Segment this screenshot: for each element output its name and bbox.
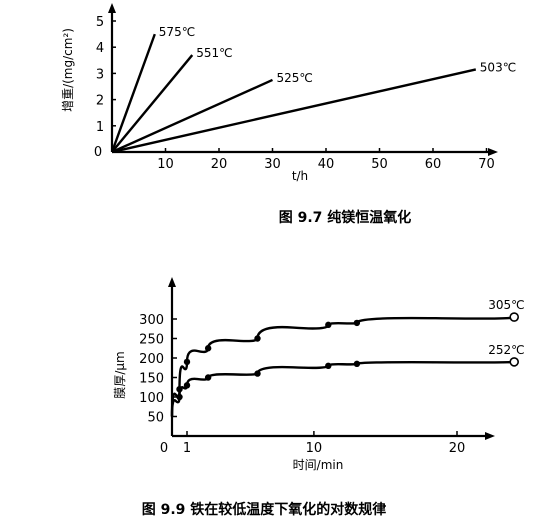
c1-x-axis-arrow [488,148,498,156]
c2-data-point [254,370,261,377]
c1-y-tick-label: 5 [96,15,104,30]
c2-series-line [170,360,516,417]
c2-y-tick-label: 200 [139,352,164,367]
c1-x-tick-label: 30 [264,157,281,172]
c1-series-line [111,68,477,154]
c1-x-tick-label: 60 [425,157,442,172]
c2-y-tick-label: 150 [139,372,164,387]
c2-data-point [325,362,332,369]
c2-y-tick-label: 50 [147,411,164,426]
c2-data-point [204,345,212,352]
c1-x-tick-label: 0 [94,145,102,160]
c2-data-point [176,393,183,401]
c1-y-tick-label: 2 [96,94,104,109]
c2-title: 图 9.9 铁在较低温度下氧化的对数规律 [142,501,387,518]
c2-x-tick-label: 0 [160,441,168,456]
c2-y-label: 膜厚/μm [113,351,127,398]
c2-data-point [254,335,261,342]
c1-series-line [111,78,273,154]
c1-title: 图 9.7 纯镁恒温氧化 [279,209,412,226]
c1-x-tick-label: 20 [211,157,228,172]
c2-x-tick-label: 1 [183,441,191,456]
c2-series-label: 252℃ [488,343,524,357]
c2-data-point [325,321,332,329]
c1-x-tick-label: 70 [478,157,495,172]
c2-y-tick-label: 250 [139,333,164,348]
c1-x-label: t/h [292,169,308,183]
c2-data-point [353,319,361,327]
c2-x-tick-label: 20 [449,441,466,456]
c1-y-tick-label: 3 [96,67,104,82]
c2-end-point [509,357,520,367]
c1-series-line [110,33,156,153]
c2-y-axis-arrow [168,277,176,287]
c1-y-axis-arrow [108,3,116,13]
c1-series-line [111,54,194,153]
c1-y-tick-label: 1 [96,120,104,135]
c1-x-tick-label: 10 [157,157,174,172]
c2-end-point [509,312,520,322]
c2-data-point [204,374,212,381]
c2-x-tick-label: 10 [306,441,323,456]
c1-series-label: 503℃ [480,60,516,74]
c1-series-label: 575℃ [159,25,195,39]
c2-y-tick-label: 300 [139,313,164,328]
c1-series-label: 551℃ [196,46,232,60]
c2-y-tick-label: 100 [139,391,164,406]
c1-x-tick-label: 50 [371,157,388,172]
c2-x-axis-arrow [485,432,495,440]
c2-data-point [183,358,191,366]
c1-y-tick-label: 4 [96,41,104,56]
c1-x-tick-label: 40 [318,157,335,172]
c2-data-point [353,360,361,368]
c2-data-point [183,382,191,389]
c2-series-line [170,315,516,417]
c1-series-label: 525℃ [277,71,313,85]
c1-y-label: 增重/(mg/cm²) [61,28,75,112]
c2-x-label: 时间/min [293,458,344,472]
c2-series-label: 305℃ [488,298,524,312]
